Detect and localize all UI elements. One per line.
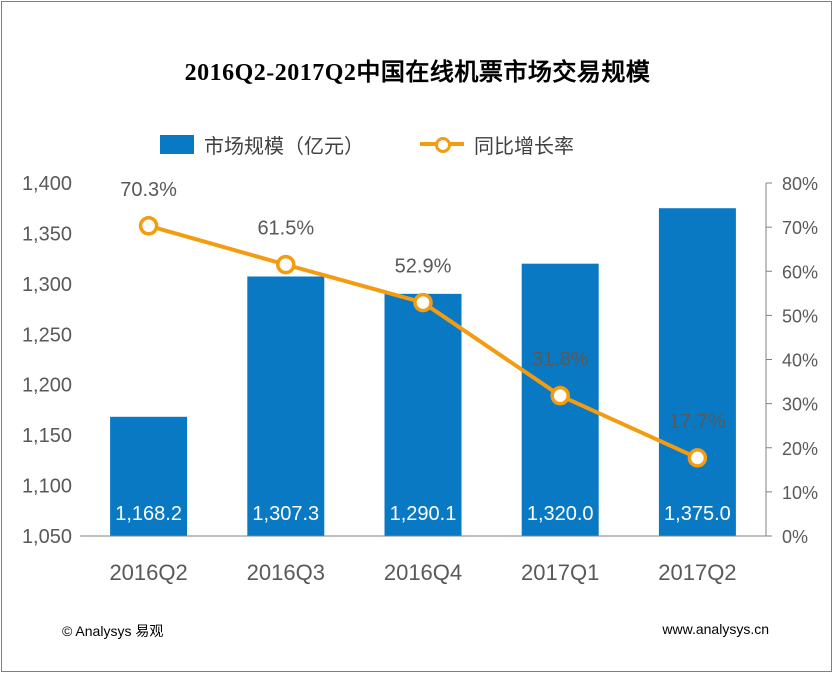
right-tick-label: 70% bbox=[782, 218, 818, 238]
growth-point-2016Q4 bbox=[413, 292, 433, 313]
footer-website: www.analysys.cn bbox=[662, 621, 769, 637]
bar-data-label: 1,320.0 bbox=[527, 503, 594, 525]
legend-bar-label: 市场规模（亿元） bbox=[204, 135, 364, 158]
x-tick-label: 2017Q1 bbox=[521, 560, 599, 585]
right-tick-label: 40% bbox=[782, 351, 818, 371]
growth-point-2017Q1 bbox=[550, 385, 570, 406]
chart-title: 2016Q2-2017Q2中国在线机票市场交易规模 bbox=[184, 60, 651, 86]
left-tick-label: 1,100 bbox=[22, 476, 72, 498]
x-tick-label: 2016Q4 bbox=[384, 560, 462, 585]
bar-data-label: 1,375.0 bbox=[664, 503, 731, 525]
growth-point-2016Q2 bbox=[138, 216, 159, 236]
bar-2017Q2 bbox=[658, 208, 736, 536]
left-tick-label: 1,400 bbox=[22, 173, 72, 195]
legend-bar-swatch bbox=[160, 134, 194, 154]
bar-2016Q2 bbox=[110, 416, 188, 536]
right-tick-label: 80% bbox=[782, 174, 818, 194]
legend-line-label: 同比增长率 bbox=[474, 135, 574, 158]
line-data-label: 61.5% bbox=[257, 218, 314, 240]
left-tick-label: 1,200 bbox=[22, 375, 72, 397]
bar-data-label: 1,168.2 bbox=[115, 503, 182, 525]
right-tick-label: 50% bbox=[782, 306, 818, 326]
right-tick-label: 0% bbox=[782, 527, 808, 547]
legend: 市场规模（亿元） 同比增长率 bbox=[160, 130, 574, 158]
line-data-label: 31.8% bbox=[532, 349, 589, 371]
right-tick-label: 60% bbox=[782, 262, 818, 282]
left-tick-label: 1,050 bbox=[22, 526, 72, 548]
line-data-label: 70.3% bbox=[120, 179, 177, 201]
right-tick-label: 10% bbox=[782, 483, 818, 503]
left-tick-label: 1,350 bbox=[22, 223, 72, 245]
x-tick-label: 2016Q3 bbox=[247, 560, 325, 585]
legend-line-swatch bbox=[420, 134, 464, 154]
right-tick-label: 30% bbox=[782, 395, 818, 415]
left-tick-label: 1,300 bbox=[22, 274, 72, 296]
growth-point-2017Q2 bbox=[687, 448, 708, 468]
left-tick-label: 1,250 bbox=[22, 324, 72, 346]
left-tick-label: 1,150 bbox=[22, 425, 72, 447]
footer-copyright: © Analysys 易观 bbox=[62, 623, 164, 639]
growth-point-2016Q3 bbox=[276, 254, 296, 275]
x-tick-label: 2016Q2 bbox=[109, 560, 187, 585]
bar-data-label: 1,307.3 bbox=[252, 503, 319, 525]
bar-2016Q3 bbox=[247, 276, 325, 536]
x-tick-label: 2017Q2 bbox=[658, 560, 736, 585]
bar-data-label: 1,290.1 bbox=[390, 503, 457, 525]
line-data-label: 17.7% bbox=[669, 411, 726, 433]
bar-2016Q4 bbox=[384, 293, 462, 536]
right-tick-label: 20% bbox=[782, 439, 818, 459]
line-data-label: 52.9% bbox=[395, 256, 452, 278]
